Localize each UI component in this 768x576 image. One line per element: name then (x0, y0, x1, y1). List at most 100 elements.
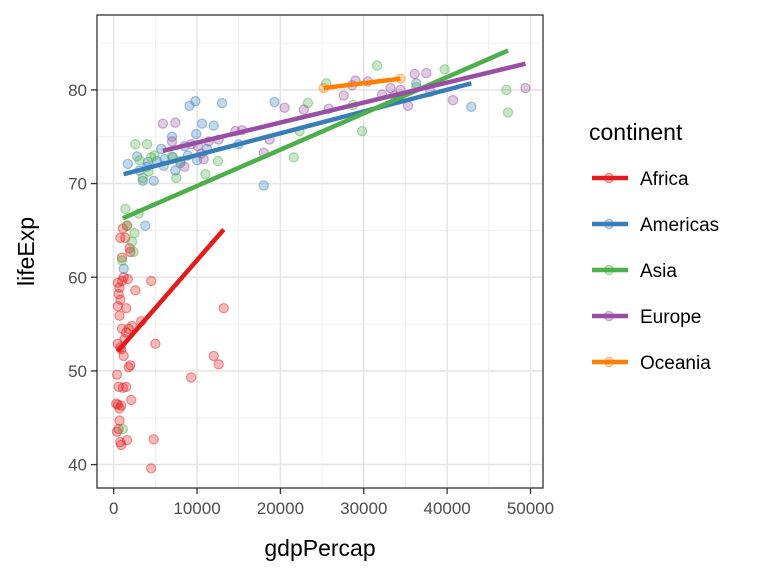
x-tick-label: 30000 (340, 499, 387, 518)
point-europe (157, 118, 169, 129)
point-africa (125, 246, 136, 258)
point-africa (145, 463, 157, 474)
y-axis-title: lifeExp (13, 217, 39, 286)
point-asia (356, 125, 368, 137)
point-europe (385, 82, 396, 94)
point-europe (409, 68, 420, 80)
point-americas (137, 175, 149, 186)
point-africa (130, 285, 141, 296)
x-axis-title: gdpPercap (264, 535, 375, 561)
trend-lines (116, 48, 527, 353)
point-africa (115, 436, 126, 448)
point-americas (466, 101, 477, 112)
point-africa (126, 320, 138, 332)
point-europe (520, 82, 531, 94)
point-asia (502, 107, 514, 118)
point-africa (208, 350, 219, 362)
point-americas (269, 96, 280, 108)
point-africa (116, 323, 128, 334)
point-europe (447, 95, 459, 106)
point-africa (186, 372, 197, 383)
point-europe (166, 136, 178, 147)
point-americas (196, 118, 208, 129)
point-asia (120, 203, 131, 215)
y-tick-label: 60 (68, 268, 87, 287)
point-europe (338, 90, 349, 101)
point-africa (114, 415, 125, 426)
point-americas (190, 95, 201, 107)
point-asia (288, 152, 299, 163)
point-africa (125, 394, 137, 406)
legend-item-europe: Europe (592, 307, 701, 328)
point-asia (149, 150, 160, 161)
point-asia (200, 169, 211, 180)
point-asia (145, 152, 157, 163)
point-americas (258, 180, 269, 191)
point-asia (170, 172, 182, 184)
point-americas (216, 97, 228, 109)
point-africa (114, 310, 125, 321)
point-americas (131, 151, 143, 162)
point-africa (122, 273, 134, 285)
point-africa (121, 435, 133, 446)
trend-line-asia (121, 48, 509, 221)
point-africa (218, 302, 229, 314)
point-europe (279, 102, 290, 113)
point-africa (120, 302, 132, 314)
point-americas (140, 220, 151, 231)
panel-border (96, 14, 544, 489)
trend-line-oceania (323, 76, 401, 91)
point-africa (112, 399, 124, 410)
point-americas (118, 263, 129, 275)
point-africa (117, 223, 129, 234)
panel-background (97, 15, 543, 488)
point-africa (115, 439, 127, 451)
point-africa (117, 382, 129, 393)
trend-line-europe (162, 61, 527, 153)
data-points (110, 60, 531, 474)
legend-item-americas: Americas (592, 215, 719, 236)
y-axis: 40 50 60 70 80 (68, 81, 97, 475)
point-africa (148, 434, 159, 445)
legend-label-asia: Asia (640, 261, 677, 282)
point-asia (501, 84, 512, 96)
point-asia (134, 154, 145, 166)
x-tick-label: 20000 (257, 499, 304, 518)
point-europe (421, 67, 432, 79)
plot-panel (96, 14, 544, 489)
legend: continent Africa Americas Asia Europe Oceani… (589, 119, 719, 374)
point-africa (121, 220, 133, 231)
point-americas (184, 100, 195, 112)
x-tick-label: 0 (109, 499, 118, 518)
point-africa (112, 277, 124, 289)
point-asia (439, 64, 450, 75)
x-tick-label: 40000 (423, 499, 470, 518)
trend-line-americas (123, 81, 472, 177)
point-asia (137, 172, 149, 184)
legend-label-africa: Africa (640, 169, 689, 190)
point-asia (141, 139, 153, 150)
point-africa (118, 272, 129, 283)
point-europe (170, 117, 181, 128)
point-africa (112, 301, 124, 312)
point-africa (123, 361, 134, 373)
point-africa (110, 398, 122, 409)
point-africa (115, 400, 127, 411)
point-africa (145, 275, 157, 287)
point-europe (179, 161, 190, 172)
point-africa (125, 360, 136, 371)
point-asia (371, 60, 383, 71)
point-africa (111, 369, 123, 380)
trend-line-africa (116, 228, 226, 353)
point-africa (213, 359, 224, 370)
legend-items: Africa Americas Asia Europe Oceania (592, 169, 719, 374)
x-tick-label: 10000 (173, 499, 220, 518)
point-africa (118, 350, 129, 362)
y-tick-label: 50 (68, 362, 87, 381)
point-africa (114, 403, 125, 414)
x-tick-label: 50000 (507, 499, 554, 518)
point-asia (129, 228, 140, 239)
point-americas (170, 165, 181, 176)
point-asia (121, 220, 133, 231)
point-africa (150, 338, 161, 349)
